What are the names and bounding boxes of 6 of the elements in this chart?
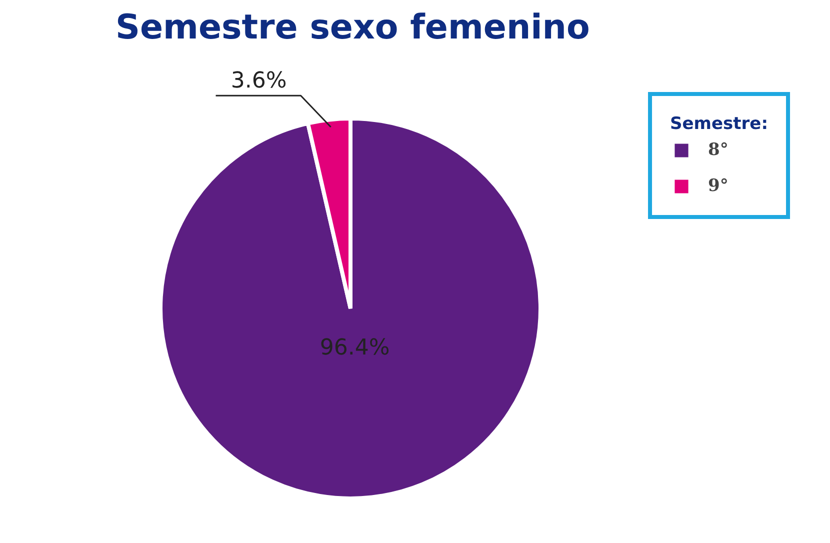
legend-label: 9° bbox=[708, 176, 728, 196]
data-label: 96.4% bbox=[320, 335, 390, 360]
data-label: 3.6% bbox=[230, 68, 287, 94]
chart-title: Semestre sexo femenino bbox=[116, 8, 590, 48]
legend-label: 8° bbox=[708, 140, 728, 160]
legend-title: Semestre: bbox=[670, 114, 768, 134]
